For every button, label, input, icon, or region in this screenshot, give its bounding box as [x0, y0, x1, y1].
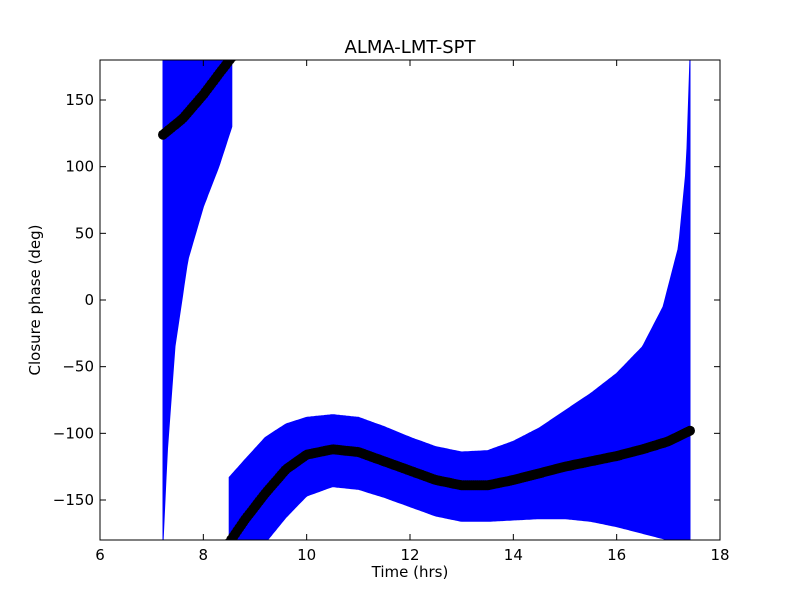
chart-title: ALMA-LMT-SPT	[345, 37, 477, 58]
y-tick-label: 0	[84, 291, 94, 309]
error-band	[162, 60, 233, 540]
y-axis: 150 100 50 0 −50 −100 −150	[53, 91, 720, 509]
x-tick-label: 16	[607, 546, 626, 564]
x-tick-label: 18	[710, 546, 729, 564]
y-tick-label: 50	[75, 224, 94, 242]
plot-area	[158, 60, 695, 540]
data-point	[227, 60, 237, 63]
x-tick-label: 12	[400, 546, 419, 564]
y-tick-label: −150	[53, 491, 94, 509]
x-tick-label: 8	[199, 546, 209, 564]
x-axis-label: Time (hrs)	[371, 563, 449, 581]
error-band	[228, 60, 691, 540]
data-point	[685, 425, 695, 436]
y-tick-label: −100	[53, 424, 94, 442]
x-tick-label: 10	[297, 546, 316, 564]
x-tick-label: 6	[95, 546, 105, 564]
y-axis-label: Closure phase (deg)	[26, 225, 44, 376]
x-tick-label: 14	[504, 546, 523, 564]
y-tick-label: 100	[65, 158, 94, 176]
y-tick-label: −50	[62, 358, 94, 376]
y-tick-label: 150	[65, 91, 94, 109]
x-axis: 6 8 10 12 14 16 18	[95, 60, 730, 564]
